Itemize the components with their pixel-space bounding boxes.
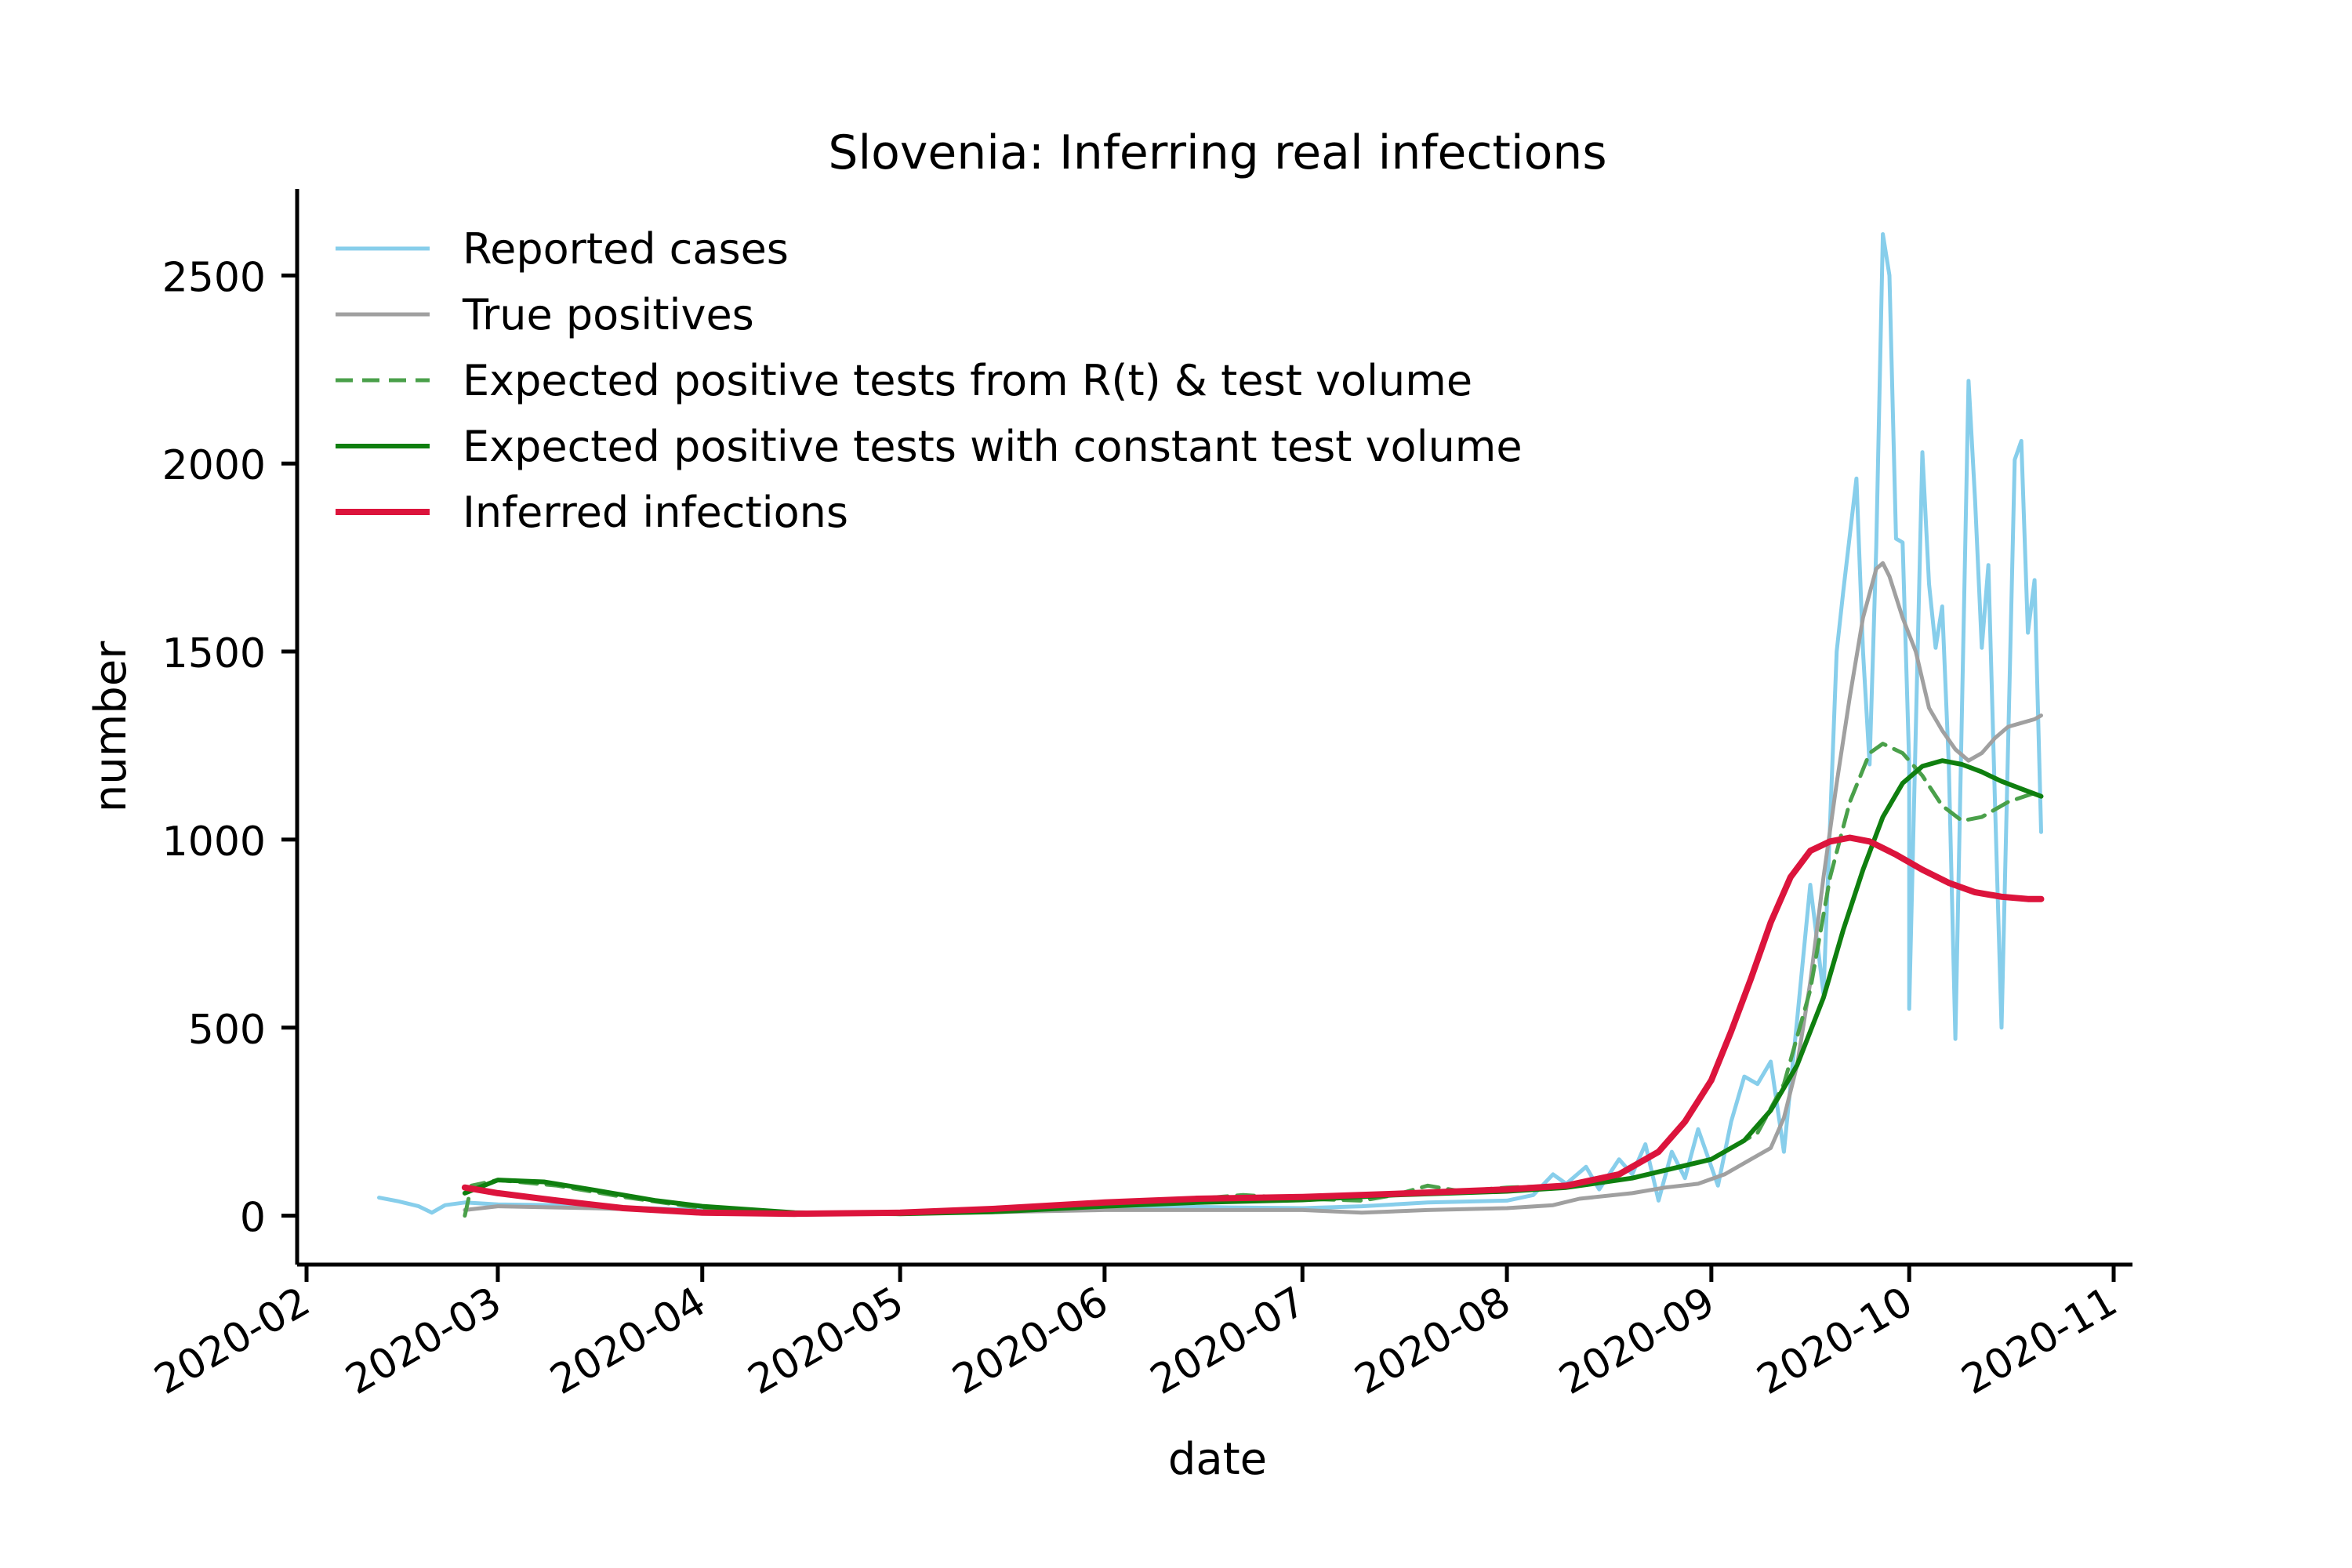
x-tick-label: 2020-05 (740, 1278, 911, 1404)
legend: Reported cases True positives Expected pos… (336, 224, 1523, 537)
y-tick-label: 0 (240, 1195, 266, 1242)
y-tick-label: 2000 (162, 442, 266, 489)
y-tick-label: 1500 (162, 630, 266, 677)
x-tick-label: 2020-04 (543, 1278, 713, 1404)
series-line-5 (461, 834, 2045, 1218)
legend-label-2: True positives (462, 290, 754, 339)
legend-label-4: Expected positive tests with constant te… (463, 422, 1523, 471)
x-axis-label: date (1168, 1434, 1267, 1485)
y-tick-label: 2500 (162, 254, 266, 301)
x-tick-label: 2020-03 (338, 1278, 509, 1404)
y-tick-label: 1000 (162, 818, 266, 866)
x-tick-label: 2020-09 (1552, 1278, 1722, 1404)
legend-label-5: Inferred infections (463, 488, 848, 537)
legend-label-1: Reported cases (463, 224, 789, 274)
x-tick-label: 2020-08 (1347, 1278, 1518, 1404)
series-line-4 (462, 758, 2044, 1217)
chart-title: Slovenia: Inferring real infections (828, 125, 1606, 180)
series-line-3 (463, 742, 2043, 1218)
series-layer (377, 232, 2045, 1218)
x-tick-label: 2020-06 (945, 1278, 1116, 1404)
x-tick-label: 2020-02 (147, 1278, 318, 1404)
x-tick-label: 2020-11 (1954, 1278, 2125, 1404)
axes (295, 189, 2132, 1267)
x-tick-label: 2020-10 (1750, 1278, 1921, 1404)
series-line-2 (463, 561, 2043, 1216)
y-tick-label: 500 (188, 1007, 266, 1054)
y-axis-label: number (85, 641, 136, 813)
x-tick-label: 2020-07 (1143, 1278, 1314, 1404)
legend-label-3: Expected positive tests from R(t) & test… (463, 356, 1472, 405)
